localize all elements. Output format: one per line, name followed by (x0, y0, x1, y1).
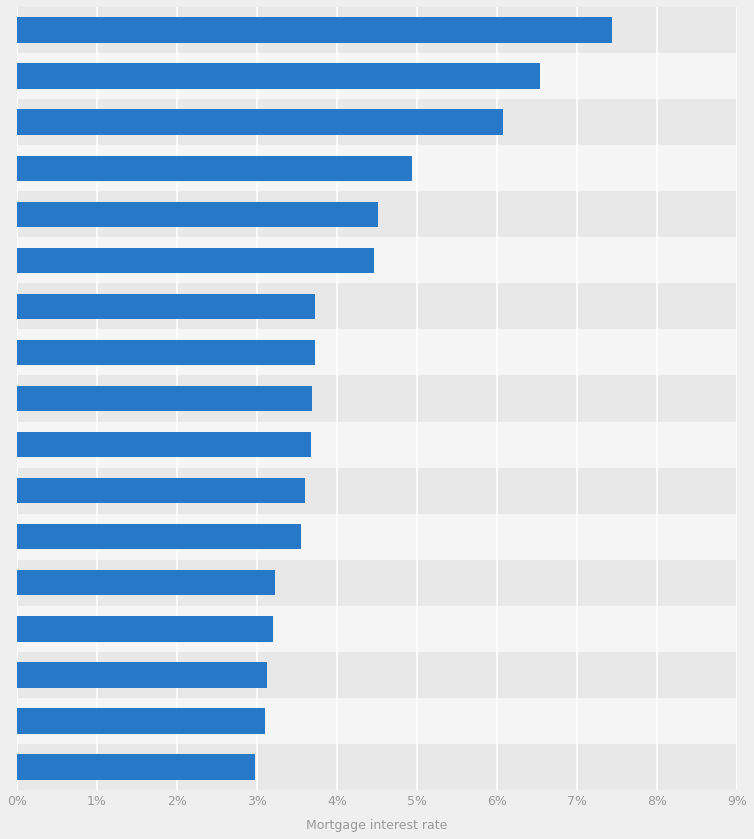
Bar (17, 191, 737, 237)
Bar (17, 698, 737, 744)
Bar (17, 606, 737, 652)
Bar (17, 652, 737, 698)
Bar (17, 145, 737, 191)
Bar (17, 376, 737, 421)
Bar (17, 754, 256, 779)
Bar (17, 201, 378, 227)
Bar (17, 109, 503, 135)
Bar (17, 616, 273, 642)
Bar (17, 513, 737, 560)
Bar (17, 467, 737, 513)
Bar (17, 421, 737, 467)
Bar (17, 237, 737, 284)
Bar (17, 248, 374, 273)
Bar (17, 524, 301, 550)
Bar (17, 386, 312, 411)
Bar (17, 432, 311, 457)
Bar (17, 284, 737, 330)
Bar (17, 7, 737, 53)
Bar (17, 571, 274, 596)
Bar (17, 744, 737, 790)
Bar (17, 18, 612, 43)
Bar (17, 560, 737, 606)
Bar (17, 294, 315, 319)
Bar (17, 53, 737, 99)
Bar (17, 330, 737, 376)
Bar (17, 662, 268, 688)
Bar (17, 478, 305, 503)
Bar (17, 708, 265, 733)
Bar (17, 340, 315, 365)
Bar (17, 99, 737, 145)
Bar (17, 155, 412, 181)
X-axis label: Mortgage interest rate: Mortgage interest rate (306, 819, 448, 832)
Bar (17, 64, 541, 89)
